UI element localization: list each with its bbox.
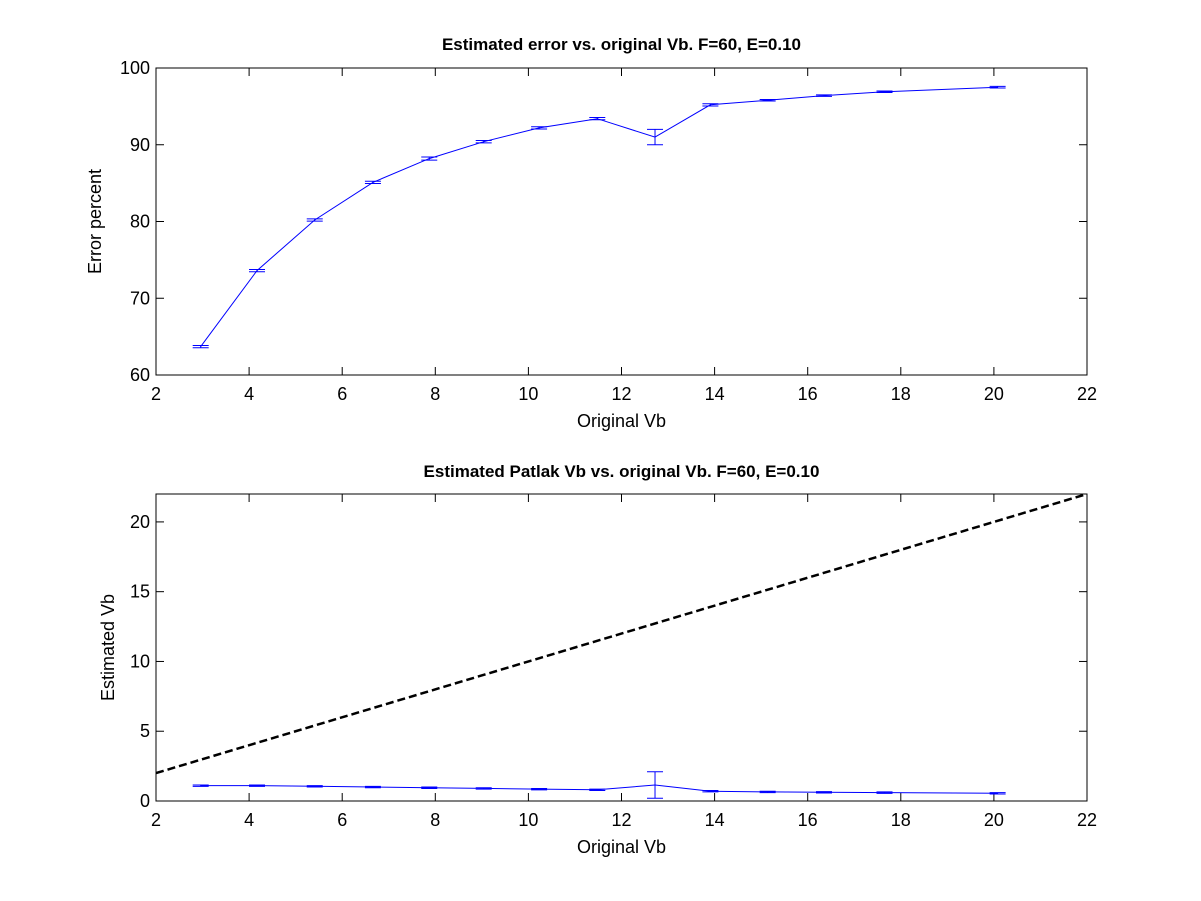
x-tick-label: 20 xyxy=(984,810,1004,830)
x-axis-label: Original Vb xyxy=(577,837,666,857)
identity-line xyxy=(155,492,1088,775)
data-marks xyxy=(192,85,1006,349)
x-tick-label: 2 xyxy=(151,810,161,830)
error-bar xyxy=(249,268,266,273)
y-tick-label: 5 xyxy=(140,721,150,741)
error-bar xyxy=(531,787,548,791)
plot-estimated-vb: Estimated Patlak Vb vs. original Vb. F=6… xyxy=(98,462,1097,857)
error-bar xyxy=(192,784,209,787)
x-tick-label: 16 xyxy=(798,810,818,830)
chart-title: Estimated Patlak Vb vs. original Vb. F=6… xyxy=(424,462,820,481)
x-tick-label: 22 xyxy=(1077,810,1097,830)
error-bar xyxy=(531,126,548,130)
error-bar xyxy=(989,85,1006,89)
error-bar xyxy=(364,180,381,185)
x-tick-label: 10 xyxy=(518,810,538,830)
data-marks xyxy=(155,492,1088,799)
error-bar xyxy=(421,786,438,789)
x-tick-label: 6 xyxy=(337,384,347,404)
error-bar xyxy=(876,791,893,794)
error-bar xyxy=(989,792,1006,795)
y-tick-label: 70 xyxy=(130,288,150,308)
x-tick-label: 8 xyxy=(430,810,440,830)
x-tick-label: 8 xyxy=(430,384,440,404)
y-axis-label: Estimated Vb xyxy=(98,594,118,701)
error-bar xyxy=(475,140,492,144)
x-tick-label: 4 xyxy=(244,810,254,830)
y-tick-label: 15 xyxy=(130,582,150,602)
series-line xyxy=(200,784,998,794)
plot-area xyxy=(155,493,1088,802)
plot-error-percent: Estimated error vs. original Vb. F=60, E… xyxy=(85,35,1097,431)
x-tick-label: 18 xyxy=(891,810,911,830)
error-bar xyxy=(876,90,893,94)
error-bar xyxy=(815,791,832,794)
error-bar xyxy=(647,128,664,146)
error-bar xyxy=(475,787,492,790)
error-bar xyxy=(702,103,719,107)
error-bar xyxy=(815,94,832,97)
y-tick-label: 90 xyxy=(130,135,150,155)
error-bar xyxy=(589,788,606,792)
error-bar xyxy=(759,98,776,102)
error-bar xyxy=(364,785,381,789)
x-tick-label: 18 xyxy=(891,384,911,404)
ticks: 2 4 6 8 10 12 14 16 18 20 22 0 5 10 15 20 xyxy=(130,494,1097,830)
y-tick-label: 10 xyxy=(130,651,150,671)
error-bar xyxy=(421,156,438,161)
x-tick-label: 14 xyxy=(705,384,725,404)
x-tick-label: 14 xyxy=(705,810,725,830)
y-tick-label: 100 xyxy=(120,58,150,78)
x-axis-label: Original Vb xyxy=(577,411,666,431)
x-tick-label: 4 xyxy=(244,384,254,404)
x-tick-label: 10 xyxy=(518,384,538,404)
x-tick-label: 2 xyxy=(151,384,161,404)
y-tick-label: 20 xyxy=(130,512,150,532)
ticks: 2 4 6 8 10 12 14 16 18 20 22 60 70 80 90 100 xyxy=(120,58,1097,404)
x-tick-label: 12 xyxy=(611,810,631,830)
x-tick-label: 22 xyxy=(1077,384,1097,404)
error-bar xyxy=(306,785,323,788)
x-tick-label: 6 xyxy=(337,810,347,830)
chart-title: Estimated error vs. original Vb. F=60, E… xyxy=(442,35,801,54)
error-bar xyxy=(589,117,606,121)
x-tick-label: 12 xyxy=(611,384,631,404)
series-line xyxy=(200,86,998,347)
x-tick-label: 20 xyxy=(984,384,1004,404)
error-bar xyxy=(192,344,209,349)
error-bar xyxy=(306,218,323,222)
plot-area xyxy=(155,67,1088,376)
x-tick-label: 16 xyxy=(798,384,818,404)
error-bar xyxy=(759,790,776,794)
error-bar xyxy=(249,784,266,787)
y-tick-label: 60 xyxy=(130,365,150,385)
y-tick-label: 0 xyxy=(140,791,150,811)
y-axis-label: Error percent xyxy=(85,169,105,274)
error-bar xyxy=(647,771,664,799)
error-bar xyxy=(702,790,719,793)
y-tick-label: 80 xyxy=(130,212,150,232)
